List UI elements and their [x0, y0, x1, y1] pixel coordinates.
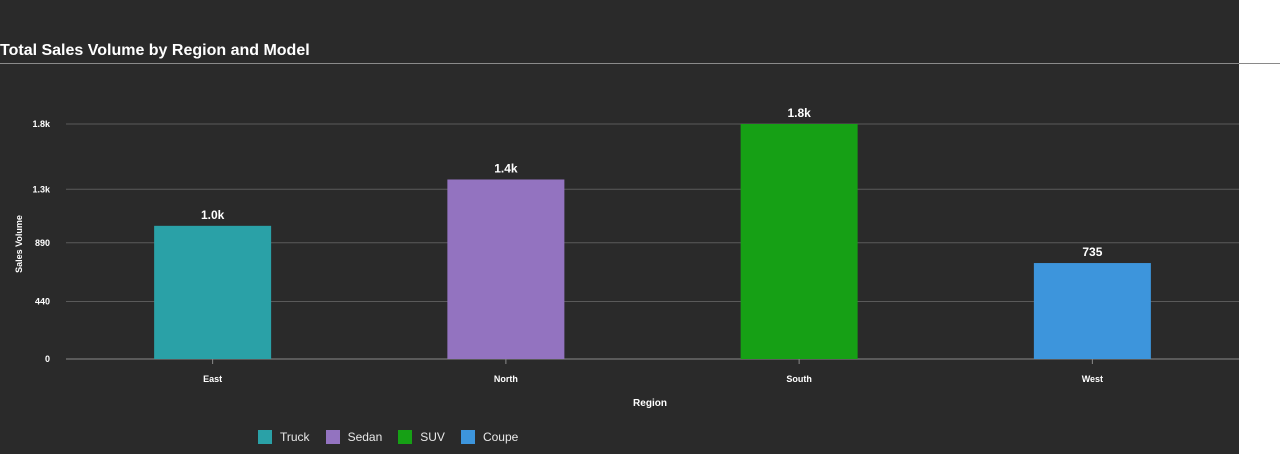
chart-title: Total Sales Volume by Region and Model [0, 42, 310, 59]
x-tick-label: North [494, 374, 518, 384]
y-tick-label: 890 [35, 238, 50, 248]
y-tick-label: 440 [35, 297, 50, 307]
legend-label: SUV [420, 430, 445, 444]
bar-suv[interactable] [740, 124, 858, 359]
legend-swatch [258, 430, 272, 444]
bar-value-labels: 1.0k 1.4k 1.8k 735 [201, 106, 1103, 259]
bar-value-label: 1.0k [201, 208, 225, 222]
bar-coupe[interactable] [1033, 263, 1151, 359]
bar-series [154, 124, 1151, 359]
y-tick-label: 1.8k [32, 119, 51, 129]
x-axis-label: Region [633, 398, 667, 409]
bar-value-label: 735 [1082, 245, 1102, 259]
title-divider [0, 63, 1280, 64]
y-tick-label: 0 [45, 354, 50, 364]
x-tick-label: East [203, 374, 222, 384]
legend-label: Coupe [482, 430, 519, 444]
legend-label: Truck [280, 430, 310, 444]
y-axis-label: Sales Volume [14, 215, 24, 273]
bar-value-label: 1.4k [494, 161, 518, 175]
legend-swatch [460, 430, 475, 444]
bar-truck[interactable] [154, 225, 272, 359]
legend-label: Sedan [347, 430, 383, 444]
legend-swatch [325, 430, 340, 444]
legend-item-coupe[interactable]: Coupe [460, 430, 519, 444]
y-axis-ticks: 0 440 890 1.3k 1.8k [32, 119, 51, 364]
bar-value-label: 1.8k [787, 106, 811, 120]
x-tick-label: South [786, 374, 812, 384]
legend-item-truck[interactable]: Truck [258, 430, 310, 444]
legend-item-suv[interactable]: SUV [398, 430, 445, 444]
x-tick-label: West [1082, 374, 1103, 384]
y-tick-label: 1.3k [32, 184, 51, 194]
x-axis-ticks: East North South West [203, 359, 1103, 384]
legend: Truck Sedan SUV Coupe [258, 430, 534, 444]
bar-sedan[interactable] [447, 179, 565, 359]
legend-item-sedan[interactable]: Sedan [325, 430, 383, 444]
legend-swatch [398, 430, 413, 444]
